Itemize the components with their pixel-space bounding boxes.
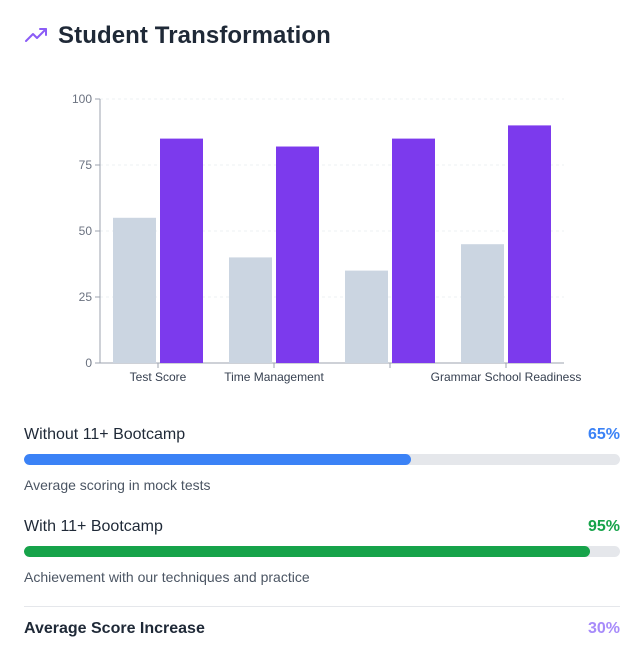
bar-series-1-2 bbox=[229, 257, 272, 363]
summary-value: 30% bbox=[587, 620, 620, 637]
metric-with-desc: Achievement with our techniques and prac… bbox=[24, 569, 310, 585]
bar-series-2-3 bbox=[392, 138, 435, 363]
y-tick-label: 75 bbox=[79, 158, 93, 172]
progress-fill-without bbox=[24, 454, 412, 465]
divider bbox=[24, 606, 620, 607]
bar-series-1-1 bbox=[113, 217, 156, 363]
metric-without-label: Without 11+ Bootcamp bbox=[24, 426, 186, 443]
metric-without-bootcamp: Without 11+ Bootcamp 65% Average scoring… bbox=[24, 426, 620, 493]
progress-fill-with bbox=[24, 546, 591, 557]
y-tick-label: 0 bbox=[85, 356, 92, 370]
x-tick-label: Grammar School Readiness bbox=[431, 370, 582, 384]
x-tick-label: Time Management bbox=[224, 370, 324, 384]
card-header: Student Transformation bbox=[24, 22, 331, 50]
bar-series-1-3 bbox=[345, 270, 388, 363]
metric-without-desc: Average scoring in mock tests bbox=[24, 477, 211, 493]
y-tick-label: 25 bbox=[79, 290, 93, 304]
bar-series-2-2 bbox=[276, 146, 319, 363]
metric-with-label: With 11+ Bootcamp bbox=[24, 518, 163, 535]
progress-track-with bbox=[24, 546, 620, 557]
x-tick-label: Test Score bbox=[130, 370, 187, 384]
metric-with-bootcamp: With 11+ Bootcamp 95% Achievement with o… bbox=[24, 518, 620, 585]
bar-series-2-4 bbox=[508, 125, 551, 364]
y-tick-label: 100 bbox=[72, 92, 92, 106]
y-tick-label: 50 bbox=[79, 224, 93, 238]
summary-row: Average Score Increase 30% bbox=[24, 620, 620, 638]
bar-series-1-4 bbox=[461, 244, 504, 363]
bar-series-2-1 bbox=[160, 138, 203, 363]
trending-up-icon bbox=[25, 28, 47, 42]
bar-chart-svg: 0 25 50 75 100 Test Score Time Management Gramm… bbox=[72, 92, 582, 384]
progress-track-without bbox=[24, 454, 620, 465]
summary-label: Average Score Increase bbox=[24, 620, 205, 637]
page-title: Student Transformation bbox=[58, 22, 331, 49]
metric-without-value: 65% bbox=[587, 426, 620, 443]
bar-chart: 0 25 50 75 100 Test Score Time Management Gramm… bbox=[60, 88, 600, 388]
metric-with-value: 95% bbox=[587, 518, 620, 535]
